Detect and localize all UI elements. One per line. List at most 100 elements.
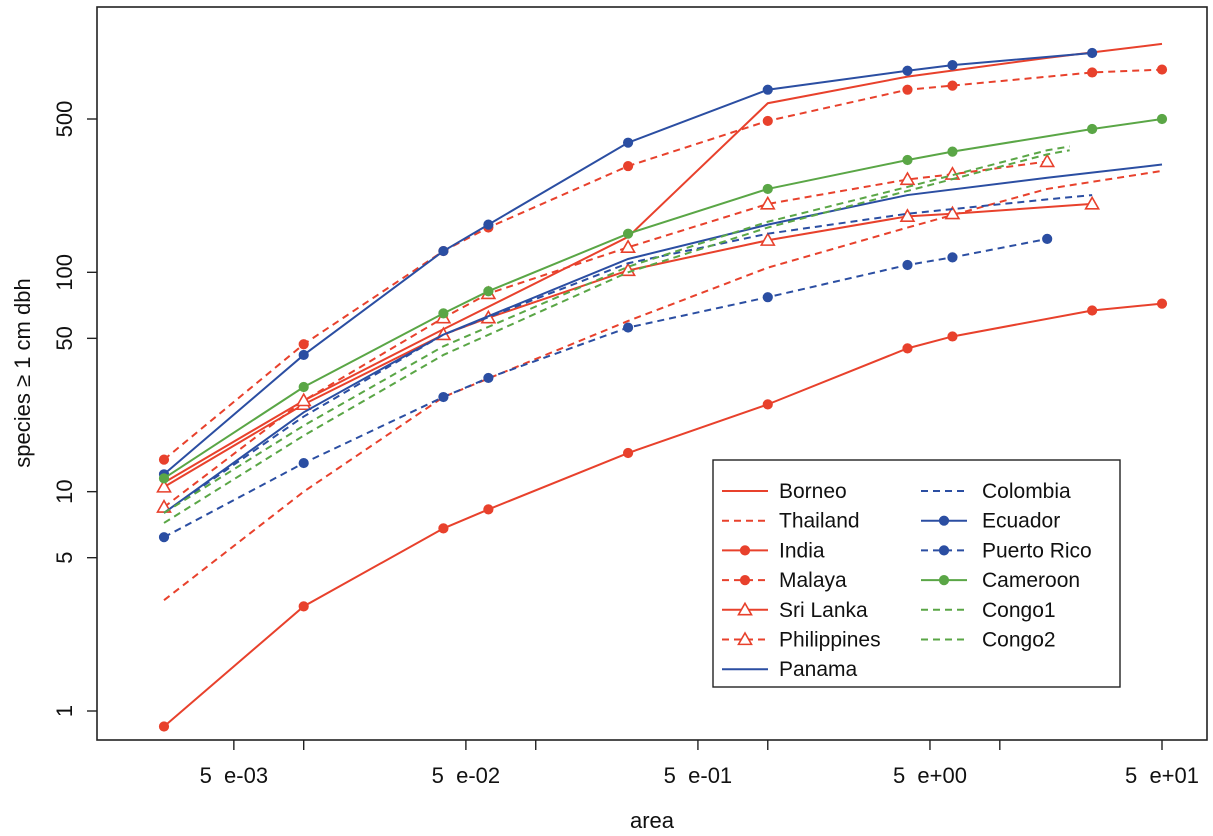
series-line bbox=[163, 163, 1163, 514]
data-point bbox=[483, 286, 494, 297]
series-line bbox=[163, 194, 1093, 514]
legend-item: India bbox=[722, 539, 825, 562]
data-point bbox=[947, 80, 958, 91]
legend-label: Malaya bbox=[779, 569, 847, 592]
data-point bbox=[899, 208, 916, 222]
legend-marker bbox=[938, 575, 950, 586]
series-sri-lanka bbox=[156, 195, 1101, 493]
data-point bbox=[1087, 67, 1098, 78]
data-point bbox=[295, 392, 312, 407]
data-point bbox=[298, 381, 309, 393]
series-india bbox=[158, 298, 1168, 732]
data-point bbox=[1156, 113, 1168, 125]
data-point bbox=[762, 115, 773, 127]
data-point bbox=[1087, 305, 1098, 316]
data-point bbox=[762, 399, 773, 410]
legend-label: India bbox=[779, 539, 825, 562]
data-point bbox=[902, 65, 913, 76]
data-point bbox=[438, 245, 449, 257]
data-point bbox=[902, 84, 913, 95]
series-congo1 bbox=[163, 145, 1070, 514]
y-tick-label: 5 bbox=[52, 552, 77, 564]
y-tick-label: 100 bbox=[52, 254, 77, 291]
legend-item: Sri Lanka bbox=[722, 599, 868, 622]
data-point bbox=[947, 252, 958, 263]
data-point bbox=[622, 137, 634, 148]
x-tick-label: 5 e-03 bbox=[200, 763, 269, 788]
series-line bbox=[163, 160, 1048, 508]
legend-label: Colombia bbox=[982, 480, 1071, 503]
x-tick-label: 5 e-01 bbox=[664, 763, 733, 788]
legend-label: Philippines bbox=[779, 629, 881, 652]
series-philippines bbox=[156, 153, 1056, 513]
plot-frame bbox=[96, 6, 1208, 741]
data-point bbox=[944, 205, 961, 220]
data-point bbox=[947, 60, 958, 71]
legend-marker bbox=[737, 601, 753, 616]
data-point bbox=[1156, 298, 1168, 309]
data-point bbox=[620, 239, 636, 253]
legend: Borneo Thailand India Malaya Sri Lanka Philip… bbox=[712, 459, 1121, 688]
data-point bbox=[759, 232, 776, 246]
series-line bbox=[163, 302, 1163, 728]
legend-item: Ecuador bbox=[921, 510, 1060, 533]
y-tick-label: 50 bbox=[52, 326, 77, 350]
data-point bbox=[438, 523, 449, 534]
x-tick-label: 5 e+01 bbox=[1125, 763, 1199, 788]
data-point bbox=[1042, 233, 1053, 245]
data-point bbox=[158, 473, 170, 484]
data-point bbox=[622, 228, 634, 239]
y-axis: 1 5 10 50 100 500 bbox=[52, 101, 97, 717]
data-point bbox=[438, 391, 449, 403]
x-axis: 5 e-03 5 e-02 5 e-01 5 e+00 5 e+01 bbox=[200, 740, 1199, 788]
y-axis-title: species ≥ 1 cm dbh bbox=[10, 278, 35, 467]
legend-item: Panama bbox=[722, 658, 858, 681]
data-point bbox=[158, 721, 170, 732]
series-congo2 bbox=[163, 149, 1070, 524]
legend-item: Cameroon bbox=[921, 569, 1080, 592]
legend-label: Sri Lanka bbox=[779, 599, 868, 622]
data-point bbox=[622, 322, 634, 333]
x-tick-label: 5 e-02 bbox=[432, 763, 501, 788]
series-borneo bbox=[163, 42, 1163, 484]
x-tick-label: 5 e+00 bbox=[893, 763, 967, 788]
legend-marker bbox=[737, 631, 753, 646]
data-point bbox=[1156, 64, 1168, 75]
legend-label: Panama bbox=[779, 658, 858, 681]
series-panama bbox=[163, 163, 1163, 514]
legend-label: Ecuador bbox=[982, 510, 1060, 533]
legend-item: Puerto Rico bbox=[921, 539, 1092, 562]
legend-item: Borneo bbox=[722, 480, 847, 503]
legend-box bbox=[712, 459, 1121, 688]
series-cameroon bbox=[158, 113, 1168, 484]
series-line bbox=[163, 145, 1070, 514]
data-point bbox=[158, 454, 170, 465]
legend-label: Congo1 bbox=[982, 599, 1056, 622]
legend-label: Cameroon bbox=[982, 569, 1080, 592]
data-point bbox=[1039, 153, 1056, 168]
legend-item: Philippines bbox=[722, 629, 881, 652]
legend-item: Congo1 bbox=[921, 599, 1056, 622]
legend-marker bbox=[739, 575, 751, 586]
legend-label: Congo2 bbox=[982, 629, 1056, 652]
y-tick-label: 10 bbox=[52, 479, 77, 503]
data-point bbox=[483, 372, 494, 384]
y-tick-label: 1 bbox=[52, 705, 77, 717]
data-point bbox=[902, 259, 913, 271]
legend-item: Malaya bbox=[722, 569, 847, 592]
data-point bbox=[762, 183, 773, 195]
data-point bbox=[298, 339, 309, 350]
data-point bbox=[298, 349, 309, 361]
data-point bbox=[620, 262, 636, 277]
series-line bbox=[163, 68, 1163, 461]
series-layer bbox=[156, 42, 1168, 732]
data-point bbox=[438, 308, 449, 319]
x-axis-title: area bbox=[630, 808, 675, 833]
data-point bbox=[902, 154, 913, 166]
legend-label: Thailand bbox=[779, 510, 860, 533]
data-point bbox=[899, 171, 916, 186]
data-point bbox=[759, 195, 776, 210]
series-malaya bbox=[158, 64, 1168, 465]
legend-item: Thailand bbox=[722, 510, 860, 533]
data-point bbox=[622, 160, 634, 172]
